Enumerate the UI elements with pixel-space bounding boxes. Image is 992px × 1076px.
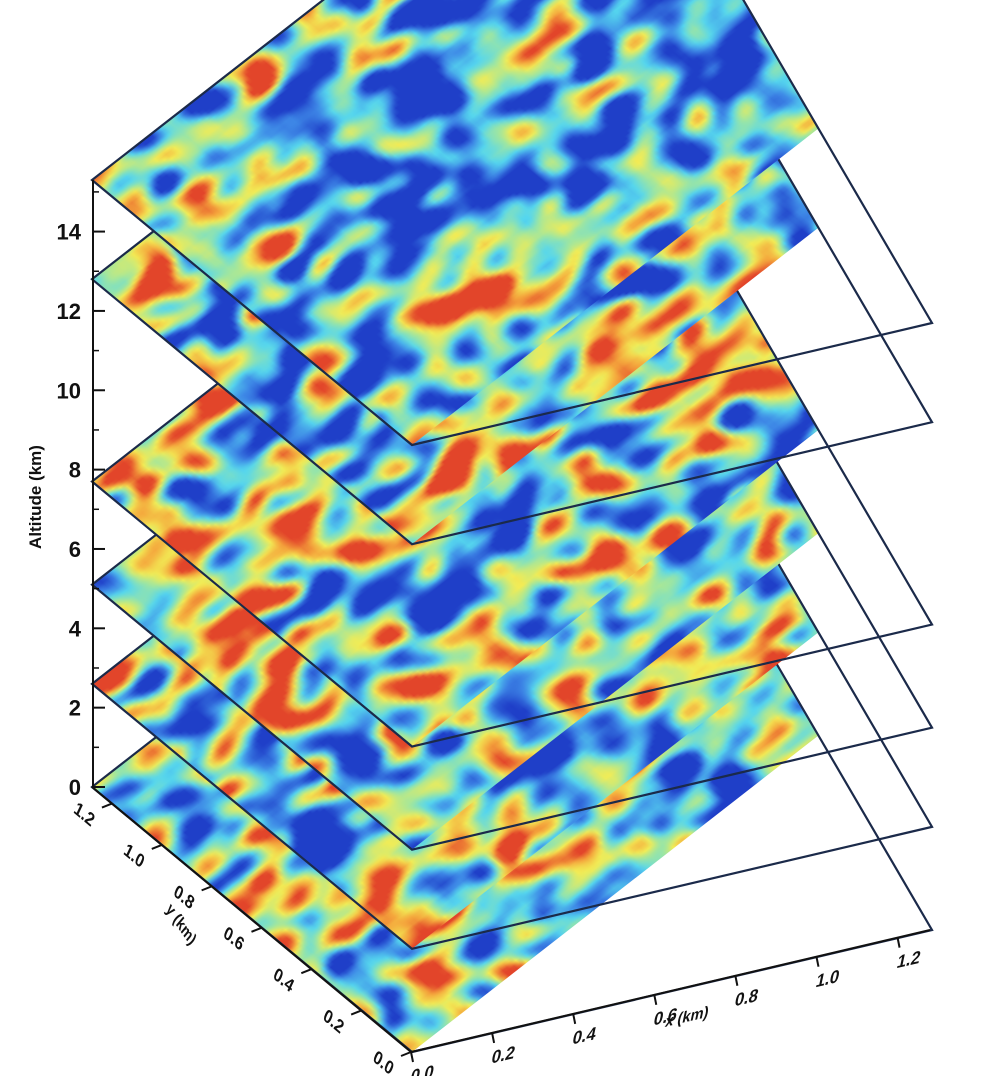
- y-tick: [101, 802, 113, 809]
- y-tick-label: 1.2: [71, 797, 98, 831]
- x-tick-label: 1.2: [895, 947, 922, 973]
- x-tick: [815, 956, 820, 967]
- heatmap-layers: [90, 0, 934, 1054]
- z-tick-label: 10: [57, 378, 81, 403]
- x-tick: [410, 1051, 414, 1063]
- z-tick-label: 14: [57, 220, 82, 245]
- z-tick-label: 6: [69, 537, 81, 562]
- y-tick-label: 0.2: [320, 1004, 347, 1038]
- layer-outline: [90, 0, 934, 447]
- z-tick-label: 0: [69, 775, 81, 800]
- y-axis-line: [91, 786, 412, 1053]
- y-axis-title: y (km): [163, 900, 199, 949]
- z-tick-label: 4: [69, 616, 82, 641]
- x-tick: [734, 975, 739, 986]
- x-tick-label: 1.0: [814, 966, 841, 992]
- z-tick-label: 8: [69, 458, 81, 483]
- x-tick: [653, 994, 658, 1006]
- y-tick: [300, 968, 312, 975]
- x-tick-label: 0.8: [733, 985, 760, 1011]
- y-tick-label: 0.6: [221, 921, 248, 955]
- x-tick: [896, 937, 901, 948]
- x-tick-label: 0.0: [409, 1061, 436, 1076]
- z-tick-label: 2: [69, 696, 81, 721]
- x-tick-label: 0.2: [490, 1042, 517, 1068]
- y-tick-label: 1.0: [121, 839, 148, 873]
- y-tick: [151, 844, 163, 850]
- y-tick: [251, 926, 262, 933]
- x-tick-label: 0.4: [571, 1023, 598, 1049]
- y-tick: [400, 1051, 412, 1057]
- y-tick: [201, 885, 212, 892]
- y-tick-label: 0.4: [271, 963, 298, 997]
- z-axis-title: Altitude (km): [26, 445, 45, 549]
- y-tick-label: 0.0: [370, 1046, 397, 1076]
- y-tick: [350, 1009, 362, 1016]
- z-tick-label: 12: [57, 299, 81, 324]
- x-axis-line: [410, 929, 931, 1053]
- x-tick: [491, 1032, 496, 1044]
- x-tick: [572, 1013, 577, 1025]
